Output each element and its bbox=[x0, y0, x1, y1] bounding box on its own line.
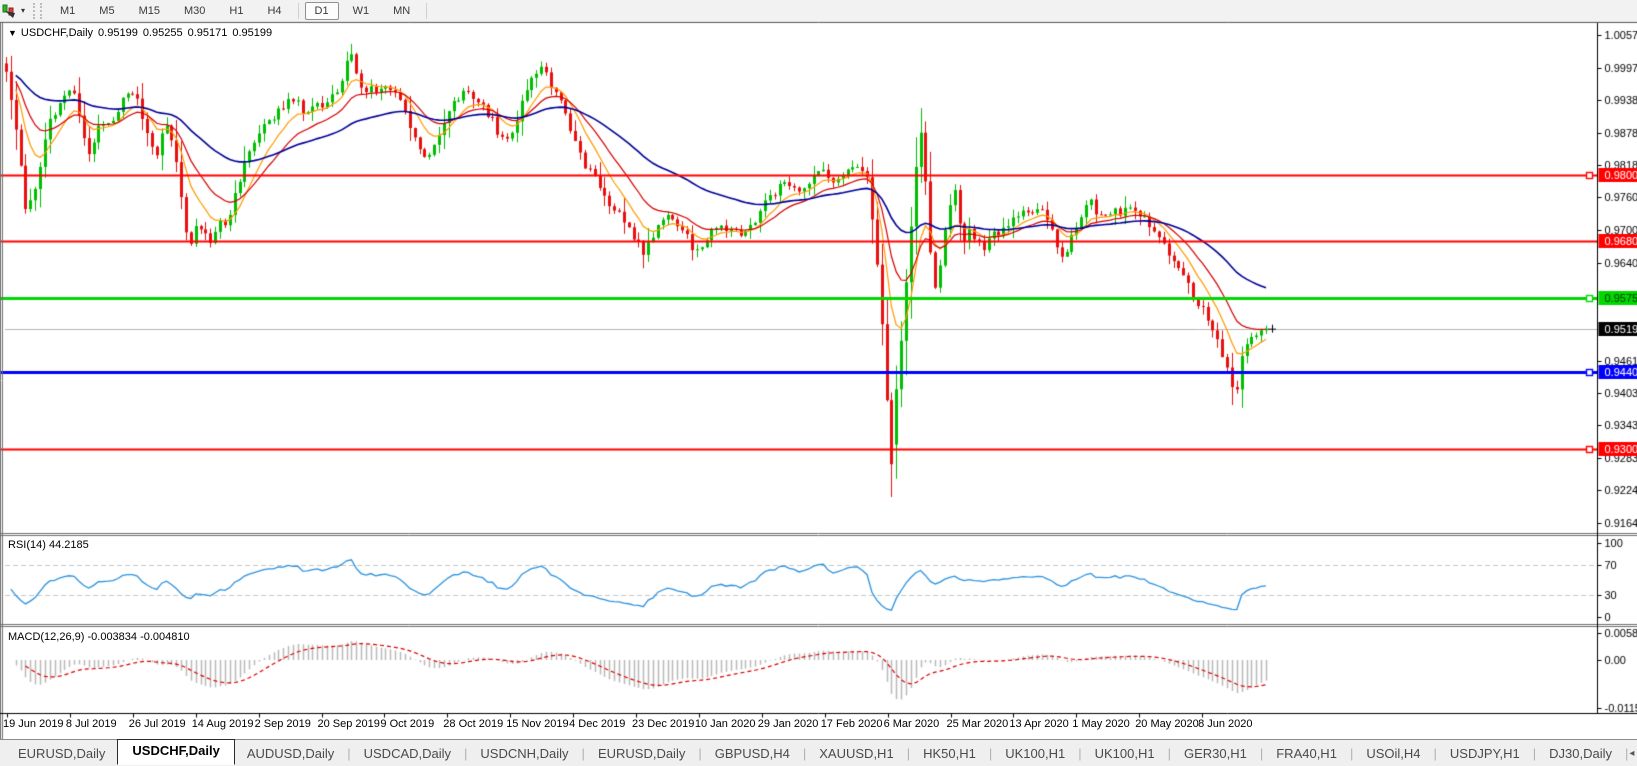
symbol-tabbar: EURUSD,Daily USDCHF,Daily AUDUSD,Daily | USD… bbox=[0, 739, 1637, 766]
tab-separator: | bbox=[988, 745, 993, 761]
date-tick-label: 9 Oct 2019 bbox=[380, 718, 435, 730]
timeframe-toolbar: ▾ M1 M5 M15 M30 H1 H4 D1 W1 MN bbox=[0, 0, 1637, 22]
indicator-cursor-icon[interactable] bbox=[1, 3, 19, 19]
ohlc-high: 0.95255 bbox=[142, 27, 183, 39]
timeframe-button-h4[interactable]: H4 bbox=[267, 4, 282, 17]
ohlc-low: 0.95171 bbox=[187, 27, 228, 39]
timeframe-button-m5[interactable]: M5 bbox=[99, 4, 115, 17]
tab-usdchf-daily[interactable]: USDCHF,Daily bbox=[117, 739, 235, 765]
scroll-left-icon: ◂ bbox=[1629, 748, 1637, 759]
symbol-name: USDCHF,Daily bbox=[20, 27, 94, 39]
tab-separator: | bbox=[464, 745, 468, 761]
date-tick-label: 28 Oct 2019 bbox=[443, 718, 504, 730]
date-tick-label: 1 May 2020 bbox=[1072, 718, 1130, 730]
date-tick-label: 8 Jul 2019 bbox=[65, 718, 117, 730]
tab-fra40-h1[interactable]: FRA40,H1 bbox=[1276, 745, 1337, 761]
date-tick-label: 19 Jun 2019 bbox=[3, 718, 64, 730]
tab-separator: | bbox=[1167, 745, 1171, 761]
date-tick-label: 20 Sep 2019 bbox=[317, 718, 380, 730]
timeframe-button-m30[interactable]: M30 bbox=[183, 4, 206, 17]
tab-separator: | bbox=[802, 745, 807, 761]
tab-dj30-daily[interactable]: DJ30,Daily bbox=[1549, 745, 1612, 761]
tab-usdcnh-daily[interactable]: USDCNH,Daily bbox=[480, 745, 569, 761]
timeframe-button-h1[interactable]: H1 bbox=[229, 4, 244, 17]
date-tick-label: 13 Apr 2020 bbox=[1009, 718, 1069, 730]
tab-separator: | bbox=[1259, 745, 1264, 761]
date-tick-label: 26 Jul 2019 bbox=[128, 718, 186, 730]
toolbar-separator bbox=[297, 2, 299, 19]
macd-indicator-label: MACD(12,26,9) -0.003834 -0.004810 bbox=[8, 631, 190, 643]
chevron-down-icon[interactable]: ▾ bbox=[21, 6, 26, 15]
tab-separator: | bbox=[698, 745, 702, 761]
timeframe-button-w1[interactable]: W1 bbox=[352, 4, 370, 17]
tab-xauusd-h1[interactable]: XAUUSD,H1 bbox=[819, 745, 894, 761]
timeframe-button-mn[interactable]: MN bbox=[393, 4, 411, 17]
date-tick-label: 2 Sep 2019 bbox=[254, 718, 311, 730]
date-tick-label: 6 Mar 2020 bbox=[883, 718, 940, 730]
date-tick-label: 15 Nov 2019 bbox=[506, 718, 569, 730]
chart-title[interactable]: ▼ USDCHF,Daily 0.95199 0.95255 0.95171 0.9519… bbox=[8, 27, 277, 39]
date-tick-label: 23 Dec 2019 bbox=[632, 718, 695, 730]
timeframe-button-d1[interactable]: D1 bbox=[304, 1, 339, 20]
rsi-indicator-label: RSI(14) 44.2185 bbox=[8, 539, 89, 551]
tab-ger30-h1[interactable]: GER30,H1 bbox=[1183, 745, 1247, 761]
date-tick-label: 4 Dec 2019 bbox=[569, 718, 626, 730]
ohlc-close: 0.95199 bbox=[232, 27, 273, 39]
date-tick-label: 8 Jun 2020 bbox=[1198, 718, 1253, 730]
macd-main-value: -0.003834 bbox=[87, 631, 138, 643]
rsi-value: 44.2185 bbox=[48, 539, 89, 551]
date-tick-label: 17 Feb 2020 bbox=[820, 718, 883, 730]
tab-gbpusd-h4[interactable]: GBPUSD,H4 bbox=[714, 745, 790, 761]
tab-usdcad-daily[interactable]: USDCAD,Daily bbox=[363, 745, 452, 761]
timeframe-button-m15[interactable]: M15 bbox=[138, 4, 160, 17]
tab-separator: | bbox=[1433, 745, 1437, 761]
tab-uk100-h1[interactable]: UK100,H1 bbox=[1094, 745, 1155, 761]
chart-window: ▼ USDCHF,Daily 0.95199 0.95255 0.95171 0.9519… bbox=[0, 22, 1637, 739]
timeframe-button-m1[interactable]: M1 bbox=[60, 4, 76, 17]
tab-hk50-h1[interactable]: HK50,H1 bbox=[923, 745, 976, 761]
tab-separator: | bbox=[581, 745, 585, 761]
tab-audusd-daily[interactable]: AUDUSD,Daily bbox=[246, 745, 335, 761]
tab-separator: | bbox=[1078, 745, 1082, 761]
date-tick-label: 14 Aug 2019 bbox=[191, 718, 254, 730]
tab-usoil-h4[interactable]: USOil,H4 bbox=[1366, 745, 1421, 761]
tab-separator: | bbox=[347, 745, 351, 761]
date-tick-label: 20 May 2020 bbox=[1135, 718, 1199, 730]
date-tick-label: 10 Jan 2020 bbox=[694, 718, 756, 730]
toolbar-drag-handle[interactable] bbox=[33, 2, 43, 19]
tab-usdjpy-h1[interactable]: USDJPY,H1 bbox=[1449, 745, 1520, 761]
tab-separator: | bbox=[1349, 745, 1354, 761]
tab-eurusd-daily[interactable]: EURUSD,Daily bbox=[18, 745, 106, 761]
ohlc-open: 0.95199 bbox=[98, 27, 138, 39]
macd-signal-value: -0.004810 bbox=[140, 631, 190, 643]
tab-separator: | bbox=[906, 745, 911, 761]
tab-uk100-h1[interactable]: UK100,H1 bbox=[1005, 745, 1066, 761]
tab-separator: | bbox=[1532, 745, 1537, 761]
date-tick-label: 25 Mar 2020 bbox=[946, 718, 1009, 730]
toolbar-separator bbox=[426, 2, 428, 19]
date-tick-label: 29 Jan 2020 bbox=[757, 718, 819, 730]
price-chart-canvas[interactable] bbox=[0, 22, 1637, 739]
tab-scroll-arrows[interactable]: ◂▸ bbox=[1629, 748, 1637, 759]
tab-eurusd-daily[interactable]: EURUSD,Daily bbox=[597, 745, 686, 761]
symbol-dropdown-icon[interactable]: ▼ bbox=[8, 28, 17, 38]
tab-separator: | bbox=[1625, 745, 1629, 761]
